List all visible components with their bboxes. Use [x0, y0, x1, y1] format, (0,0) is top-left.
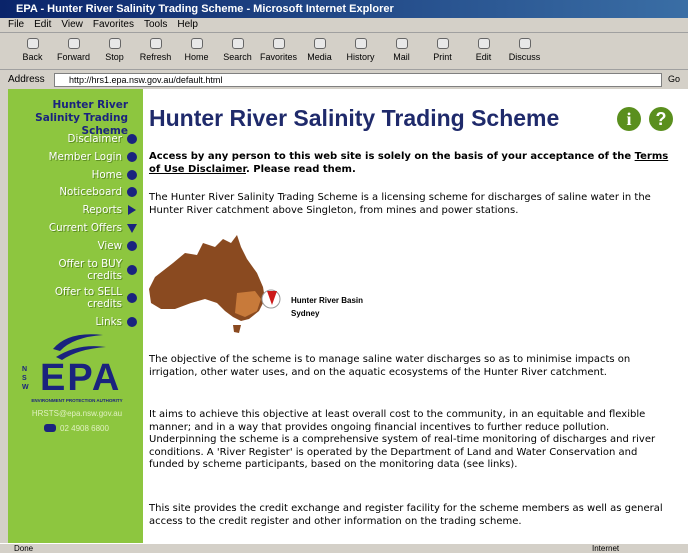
toolbar-button[interactable]: Forward	[53, 34, 94, 69]
toolbar-label: Refresh	[139, 52, 172, 62]
zone: Internet	[592, 544, 620, 553]
link-icon	[127, 317, 137, 327]
help-icon[interactable]: ?	[649, 107, 673, 131]
toolbar-icon	[67, 38, 80, 49]
link-icon	[127, 187, 137, 197]
paragraph: This site provides the credit exchange a…	[149, 503, 663, 527]
sidebar-link[interactable]: View	[97, 240, 122, 252]
sidebar-link[interactable]: Disclaimer	[67, 133, 122, 145]
main-content: Hunter River Salinity Trading Scheme i ?…	[143, 89, 688, 543]
disclaimer-link[interactable]: Terms of Use Disclaimer	[149, 151, 669, 175]
logo-swoosh	[53, 334, 106, 360]
sidebar: Hunter River Salinity Trading Scheme EPA…	[8, 89, 143, 543]
toolbar-icon	[231, 38, 244, 49]
toolbar-icon	[272, 38, 285, 49]
toolbar-button[interactable]: Media	[299, 34, 340, 69]
logo: EPA	[40, 357, 122, 399]
notice-text: Access by any person to this web site is…	[149, 151, 635, 162]
toolbar-icon	[518, 38, 531, 49]
notice-text: . Please read them.	[245, 163, 356, 175]
toolbar-label: Mail	[393, 52, 410, 62]
address-label: Address	[8, 74, 45, 85]
toolbar-label: History	[346, 52, 375, 62]
sidebar-link[interactable]: Member Login	[48, 151, 122, 163]
sidebar-title: Hunter River Salinity Trading Scheme	[35, 99, 128, 137]
toolbar-button[interactable]: Back	[12, 34, 53, 69]
sidebar-link[interactable]: Noticeboard	[59, 186, 122, 198]
toolbar-label: Discuss	[508, 52, 541, 62]
paragraph: It aims to achieve this objective at lea…	[149, 409, 656, 470]
notice: Access by any person to this web site is…	[149, 151, 675, 176]
menu-item[interactable]: Edit	[34, 19, 52, 30]
toolbar-label: Home	[184, 52, 209, 62]
sidebar-link[interactable]: Offer to BUY credits	[58, 258, 122, 282]
australia-map	[149, 235, 281, 333]
link-icon	[127, 293, 137, 303]
toolbar-label: Back	[22, 52, 43, 62]
info-icon[interactable]: i	[617, 107, 641, 131]
sidebar-link[interactable]: Links	[95, 316, 122, 328]
toolbar-label: Edit	[475, 52, 492, 62]
toolbar-button[interactable]: Stop	[94, 34, 135, 69]
sidebar-link[interactable]: Current Offers	[48, 222, 122, 234]
toolbar-button[interactable]: Refresh	[135, 34, 176, 69]
intro: The Hunter River Salinity Trading Scheme…	[149, 192, 651, 216]
toolbar-button[interactable]: Edit	[463, 34, 504, 69]
toolbar-icon	[190, 38, 203, 49]
status-bar: Done Internet	[0, 543, 688, 553]
toolbar-button[interactable]: Search	[217, 34, 258, 69]
title-bar: EPA - Hunter River Salinity Trading Sche…	[0, 0, 688, 18]
link-icon	[128, 205, 136, 215]
toolbar-button[interactable]: Discuss	[504, 34, 545, 69]
page-heading: Hunter River Salinity Trading Scheme	[149, 105, 560, 131]
toolbar-button[interactable]: Mail	[381, 34, 422, 69]
map-label: Hunter River Basin	[291, 296, 364, 305]
toolbar-label: Print	[433, 52, 452, 62]
email-link[interactable]: HRSTS@epa.nsw.gov.au	[31, 409, 123, 418]
sidebar-link[interactable]: Reports	[82, 204, 123, 216]
toolbar-label: Media	[307, 52, 332, 62]
org-name: ENVIRONMENT PROTECTION AUTHORITY	[31, 398, 123, 403]
menu-item[interactable]: Help	[177, 19, 198, 30]
toolbar-label: Forward	[56, 52, 90, 62]
toolbar-icon	[108, 38, 121, 49]
toolbar-button[interactable]: Favorites	[258, 34, 299, 69]
toolbar-label: Stop	[105, 52, 124, 62]
toolbar: Back Forward Stop Refresh Home Search Favorite…	[0, 34, 688, 70]
sidebar-link[interactable]: Offer to SELL credits	[54, 286, 122, 310]
menu-bar: File Edit View Favorites Tools Help	[0, 19, 688, 33]
phone: 02 4908 6800	[60, 424, 109, 433]
sidebar-link[interactable]: Home	[91, 169, 122, 181]
toolbar-icon	[354, 38, 367, 49]
toolbar-label: Favorites	[259, 52, 297, 62]
menu-item[interactable]: File	[8, 19, 25, 30]
link-icon	[127, 170, 137, 180]
link-icon	[127, 224, 137, 233]
status-text: Done	[14, 544, 34, 553]
menu-item[interactable]: Favorites	[92, 19, 134, 30]
link-icon	[127, 265, 137, 275]
toolbar-button[interactable]: Print	[422, 34, 463, 69]
toolbar-button[interactable]: History	[340, 34, 381, 69]
menu-item[interactable]: View	[61, 19, 83, 30]
menu-item[interactable]: Tools	[143, 19, 168, 30]
link-icon	[127, 152, 137, 162]
go-button[interactable]: Go	[668, 74, 681, 84]
link-icon	[127, 241, 137, 251]
map-label: Sydney	[291, 309, 320, 318]
toolbar-icon	[436, 38, 449, 49]
paragraph: The objective of the scheme is to manage…	[149, 354, 631, 378]
toolbar-icon	[149, 38, 162, 49]
logo-side: NSW	[22, 366, 29, 391]
toolbar-icon	[395, 38, 408, 49]
toolbar-icon	[477, 38, 490, 49]
toolbar-button[interactable]: Home	[176, 34, 217, 69]
toolbar-icon	[313, 38, 326, 49]
phone-icon	[44, 424, 56, 432]
link-icon	[127, 134, 137, 144]
toolbar-label: Search	[223, 52, 252, 62]
toolbar-icon	[26, 38, 39, 49]
address-field[interactable]: http://hrs1.epa.nsw.gov.au/default.html	[54, 73, 662, 87]
